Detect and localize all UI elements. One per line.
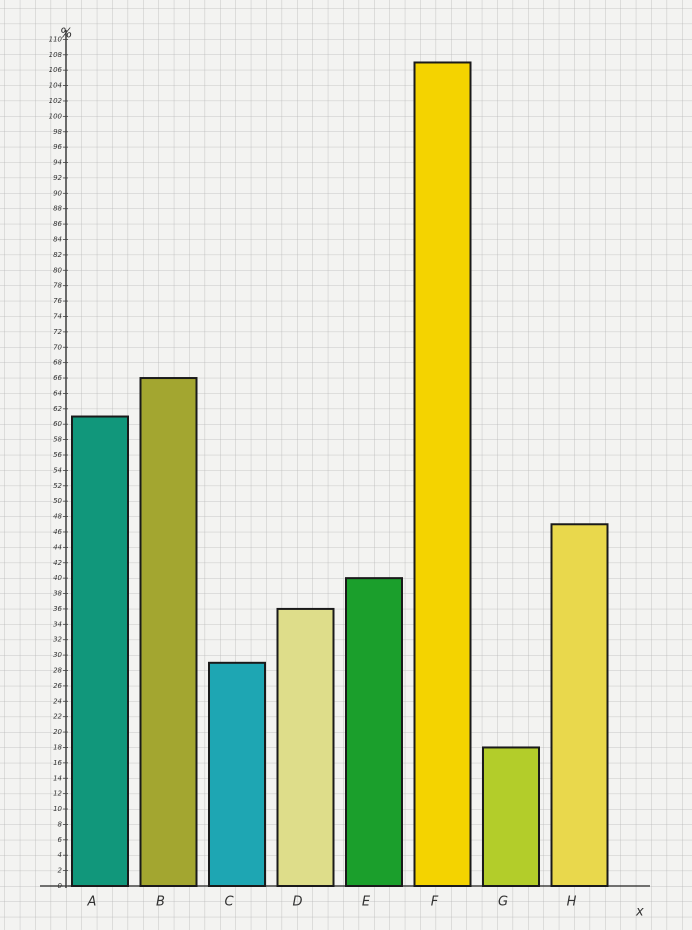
y-tick-label: 14 (53, 774, 62, 782)
y-tick-label: 20 (53, 728, 62, 736)
y-tick-label: 22 (53, 713, 62, 721)
y-tick-label: 80 (53, 266, 62, 274)
bar (550, 523, 609, 888)
y-tick-label: 32 (53, 636, 62, 644)
bar (276, 607, 335, 888)
y-tick-label: 70 (53, 343, 62, 351)
y-tick-label: 48 (53, 513, 62, 521)
y-tick-label: 16 (53, 759, 62, 767)
x-tick-label: C (224, 895, 234, 910)
y-tick-label: 50 (53, 497, 62, 505)
x-tick-label: F (431, 895, 439, 910)
y-tick-label: 44 (53, 543, 62, 551)
y-tick-label: 86 (53, 220, 62, 228)
y-tick-label: 42 (53, 559, 62, 567)
y-tick-label: 36 (53, 605, 62, 613)
y-tick-label: 104 (49, 82, 62, 90)
y-axis-label: % (60, 27, 72, 42)
y-tick-label: 60 (53, 420, 62, 428)
y-tick-label: 0 (58, 882, 63, 890)
y-tick-label: 52 (53, 482, 62, 490)
y-tick-label: 74 (53, 312, 62, 320)
x-tick-label: A (87, 895, 97, 910)
y-tick-label: 24 (53, 697, 62, 705)
x-tick-label: G (498, 895, 508, 910)
y-tick-label: 18 (53, 743, 62, 751)
y-tick-label: 100 (49, 112, 63, 120)
y-tick-label: 2 (58, 867, 63, 875)
y-tick-label: 46 (53, 528, 62, 536)
y-tick-label: 92 (53, 174, 62, 182)
y-tick-label: 66 (53, 374, 62, 382)
y-tick-label: 110 (49, 35, 63, 43)
y-tick-label: 12 (53, 790, 62, 798)
bar (139, 377, 198, 887)
y-tick-label: 72 (53, 328, 62, 336)
y-tick-label: 38 (53, 590, 62, 598)
y-tick-label: 68 (53, 359, 62, 367)
y-tick-label: 8 (58, 820, 63, 828)
bar (482, 746, 540, 888)
y-tick-label: 54 (53, 466, 62, 474)
x-tick-label: E (362, 895, 371, 910)
y-tick-label: 76 (53, 297, 62, 305)
y-tick-label: 56 (53, 451, 62, 459)
y-tick-label: 26 (53, 682, 62, 690)
bar (71, 415, 129, 887)
y-tick-label: 64 (53, 389, 62, 397)
x-tick-label: B (156, 895, 165, 910)
y-tick-label: 58 (53, 436, 62, 444)
y-tick-label: 34 (53, 620, 62, 628)
y-tick-label: 82 (53, 251, 62, 259)
y-tick-label: 40 (53, 574, 62, 582)
y-tick-label: 4 (58, 851, 62, 859)
x-axis-label: x (635, 905, 644, 920)
y-tick-label: 6 (58, 836, 63, 844)
y-tick-label: 106 (49, 66, 63, 74)
y-tick-label: 78 (53, 282, 62, 290)
bar (208, 661, 266, 888)
y-tick-label: 84 (53, 236, 62, 244)
y-tick-label: 90 (53, 189, 62, 197)
y-tick-label: 88 (53, 205, 62, 213)
y-tick-label: 62 (53, 405, 62, 413)
y-tick-label: 98 (53, 128, 62, 136)
y-tick-label: 10 (53, 805, 62, 813)
y-tick-label: 30 (53, 651, 62, 659)
x-tick-label: D (292, 895, 302, 910)
y-tick-label: 94 (53, 159, 62, 167)
bar (345, 577, 403, 888)
bar (413, 61, 472, 888)
y-tick-label: 102 (49, 97, 63, 105)
y-tick-label: 108 (49, 51, 63, 59)
y-tick-label: 96 (53, 143, 62, 151)
y-tick-label: 28 (53, 667, 62, 675)
x-tick-label: H (567, 895, 577, 910)
